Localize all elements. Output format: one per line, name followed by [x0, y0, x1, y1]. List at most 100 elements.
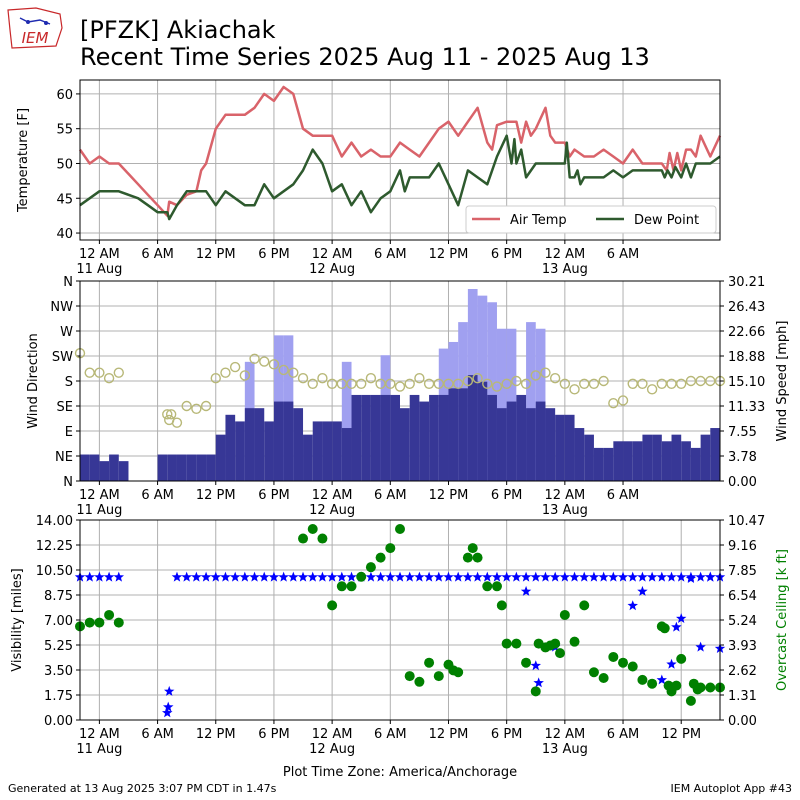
ceiling-point: [414, 676, 425, 687]
wind-direction-point: [394, 381, 406, 392]
svg-text:IEM: IEM: [22, 29, 49, 47]
ceiling-point: [685, 695, 696, 706]
y-tick-label: 10.50: [36, 564, 73, 579]
visibility-point: [200, 571, 212, 582]
y2-tick-label: 18.88: [728, 350, 765, 365]
visibility-point: [278, 571, 289, 582]
wind-speed-bar: [555, 414, 565, 481]
visibility-point: [249, 571, 260, 582]
y2-tick-label: 26.43: [728, 300, 765, 315]
visibility-point: [656, 571, 667, 582]
ceiling-point: [550, 638, 561, 649]
wind-speed-bar: [613, 441, 624, 481]
ceiling-point: [467, 543, 478, 554]
visibility-point: [163, 701, 174, 712]
wind-speed-bar: [254, 408, 265, 481]
legend-label: Dew Point: [634, 213, 699, 228]
ceiling-point: [365, 562, 376, 573]
wind-speed-bar: [235, 421, 245, 481]
x-date-label: 13 Aug: [542, 262, 588, 277]
wind-speed-bar: [89, 454, 100, 481]
visibility-point: [588, 571, 600, 582]
wind-direction-point: [549, 373, 561, 384]
wind-speed-bar: [632, 441, 643, 481]
y-tick-label: 8.75: [44, 589, 73, 604]
y2-tick-label: 3.78: [728, 450, 757, 465]
wind-direction-point: [239, 370, 251, 381]
visibility-point: [472, 571, 483, 582]
visibility-point: [103, 571, 115, 582]
visibility-point: [346, 571, 357, 582]
visibility-point: [375, 571, 386, 582]
ceiling-point: [598, 672, 609, 683]
ceiling-point: [482, 581, 493, 592]
y-tick-label: N: [63, 275, 73, 290]
y-tick-label: 5.25: [44, 639, 73, 654]
app-id-note: IEM Autoplot App #43: [670, 782, 793, 795]
visibility-point: [695, 641, 706, 652]
air-temp-line: [78, 85, 722, 217]
y2-tick-label: 10.47: [728, 514, 765, 529]
wind-direction-point: [385, 378, 396, 389]
y2-tick-label: 1.31: [728, 689, 757, 704]
ceiling-point: [569, 636, 580, 647]
legend-label: Air Temp: [510, 213, 567, 228]
wind-direction-point: [165, 409, 177, 420]
visibility-point: [627, 600, 638, 611]
wind-direction-point: [297, 373, 309, 384]
visibility-point: [608, 571, 619, 582]
wind-direction-point: [530, 370, 541, 381]
wind-direction-point: [540, 367, 551, 378]
ceiling-point: [659, 623, 670, 634]
wind-direction-point: [608, 398, 619, 409]
y-tick-label: 60: [56, 88, 73, 103]
ceiling-point: [104, 609, 115, 620]
ceiling-point: [671, 680, 682, 691]
wind-speed-bar: [623, 441, 633, 481]
wind-speed-bar: [167, 454, 177, 481]
visibility-point: [676, 571, 687, 582]
wind-direction-point: [162, 409, 173, 420]
x-tick-label: 12 AM: [79, 727, 120, 742]
visibility-point: [637, 571, 648, 582]
ceiling-point: [404, 671, 415, 682]
visibility-point: [549, 571, 561, 582]
y2-tick-label: 15.10: [728, 375, 765, 390]
wind-speed-bar: [186, 454, 197, 481]
visibility-point: [317, 571, 328, 582]
wind-direction-point: [249, 353, 260, 364]
wind-direction-point: [113, 367, 124, 378]
ceiling-point: [496, 600, 507, 611]
ceiling-point: [579, 600, 590, 611]
ceiling-point: [453, 667, 464, 678]
x-tick-label: 12 PM: [661, 727, 701, 742]
visibility-point: [414, 571, 425, 582]
y2-tick-label: 0.00: [728, 714, 757, 729]
x-tick-label: 12 AM: [312, 488, 353, 503]
wind-direction-point: [559, 378, 571, 389]
wind-direction-point: [317, 373, 328, 384]
wind-direction-point: [482, 378, 493, 389]
visibility-point: [540, 571, 551, 582]
wind-direction-point: [220, 367, 231, 378]
visibility-point: [394, 571, 406, 582]
visibility-point: [462, 571, 474, 582]
visibility-point: [501, 571, 512, 582]
wind-speed-bar: [690, 447, 701, 481]
y2-tick-label: 5.24: [728, 614, 757, 629]
y-tick-label: 7.00: [44, 614, 73, 629]
y-tick-label: NW: [50, 300, 73, 315]
wind-speed-bar: [332, 421, 342, 481]
visibility-point: [559, 571, 571, 582]
wind-speed-bar: [341, 428, 352, 481]
visibility-point: [181, 571, 192, 582]
visibility-point: [336, 571, 347, 582]
wind-gust-bar: [487, 302, 497, 481]
x-tick-label: 12 AM: [79, 488, 120, 503]
y2-tick-label: 0.00: [728, 475, 757, 490]
ceiling-point: [491, 581, 502, 592]
y2-tick-label: 7.85: [728, 564, 757, 579]
visibility-point: [656, 674, 667, 685]
x-date-label: 12 Aug: [309, 742, 355, 757]
